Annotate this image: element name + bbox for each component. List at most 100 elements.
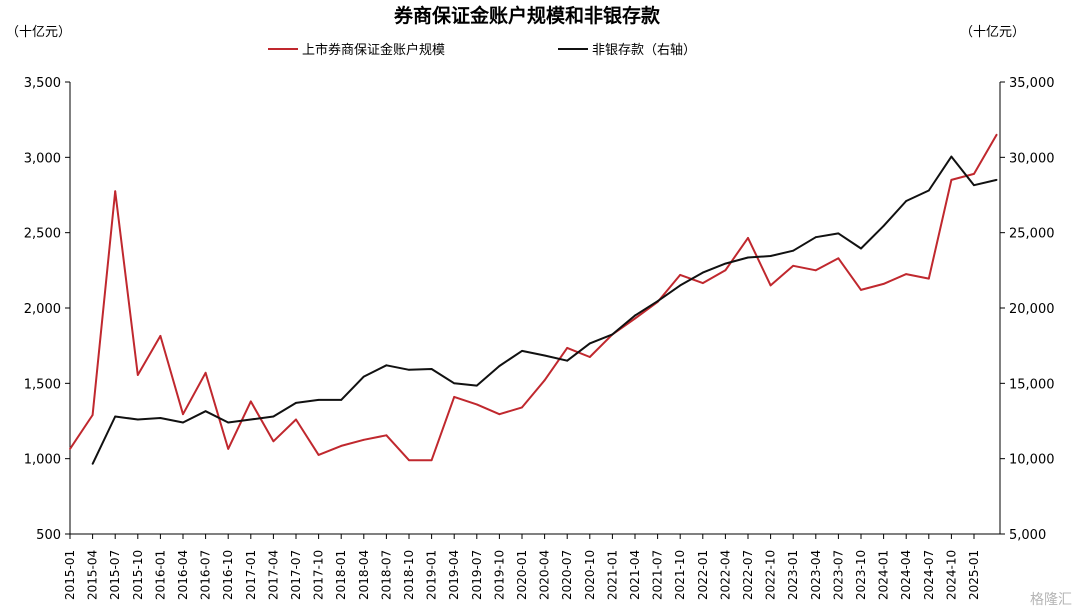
data-point-nonbank: [385, 364, 388, 367]
data-point-nonbank: [724, 262, 727, 265]
x-tick-label: 2019-04: [447, 550, 461, 600]
x-tick-label: 2017-04: [266, 550, 280, 600]
data-point-nonbank: [408, 368, 410, 371]
x-tick-label: 2020-07: [560, 550, 574, 600]
data-point-brokerage: [430, 459, 433, 462]
x-tick-label: 2015-10: [131, 550, 145, 600]
data-point-nonbank: [973, 184, 975, 187]
data-point-brokerage: [882, 283, 885, 285]
x-tick-label: 2018-04: [357, 550, 371, 600]
data-point-brokerage: [769, 284, 772, 287]
data-point-brokerage: [679, 274, 682, 276]
x-tick-label: 2022-04: [718, 550, 732, 600]
data-point-brokerage: [340, 445, 343, 447]
data-point-nonbank: [362, 375, 365, 378]
x-tick-label: 2017-01: [244, 550, 258, 600]
chart-title: 券商保证金账户规模和非银存款: [393, 4, 661, 27]
data-point-brokerage: [227, 448, 230, 450]
legend-label-nonbank: 非银存款（右轴）: [592, 43, 696, 58]
data-point-nonbank: [927, 189, 930, 192]
data-point-nonbank: [747, 256, 749, 259]
x-tick-label: 2023-10: [854, 550, 868, 600]
data-point-brokerage: [634, 317, 636, 320]
x-tick-label: 2024-01: [877, 550, 891, 600]
x-tick-label: 2020-01: [515, 550, 529, 600]
data-point-nonbank: [837, 232, 840, 235]
data-point-brokerage: [114, 190, 117, 193]
x-axis-ticks: 2015-01 2015-04 2015-07 2015-10 2016-01 2016-…: [63, 534, 981, 600]
data-point-brokerage: [408, 459, 410, 462]
data-point-nonbank: [814, 236, 817, 239]
data-point-brokerage: [588, 356, 591, 358]
right-tick-label: 5,000: [1009, 528, 1046, 543]
x-tick-label: 2020-10: [583, 550, 597, 600]
x-tick-label: 2025-01: [967, 550, 981, 600]
data-point-brokerage: [814, 269, 817, 272]
legend-label-brokerage: 上市券商保证金账户规模: [302, 42, 445, 58]
data-point-brokerage: [927, 277, 930, 280]
left-tick-label: 3,500: [24, 76, 61, 91]
data-point-brokerage: [295, 418, 297, 421]
x-tick-label: 2022-10: [764, 550, 778, 600]
data-point-nonbank: [701, 271, 704, 274]
data-point-brokerage: [566, 347, 569, 349]
data-point-nonbank: [543, 354, 546, 357]
data-point-brokerage: [136, 374, 139, 376]
x-tick-label: 2021-01: [605, 550, 619, 600]
x-tick-label: 2020-04: [538, 550, 552, 600]
data-point-brokerage: [747, 237, 749, 239]
data-point-brokerage: [69, 448, 71, 450]
x-tick-label: 2022-01: [696, 550, 710, 600]
x-tick-label: 2021-04: [628, 550, 642, 600]
data-point-nonbank: [769, 255, 772, 257]
data-point-nonbank: [227, 421, 230, 424]
x-tick-label: 2018-07: [379, 550, 393, 600]
left-axis-ticks: 500 1,000 1,500 2,000 2,500 3,000 3,500: [24, 76, 70, 543]
right-tick-label: 10,000: [1009, 453, 1055, 468]
data-point-brokerage: [724, 269, 727, 272]
data-point-brokerage: [182, 413, 184, 416]
x-tick-label: 2016-07: [199, 550, 213, 600]
data-point-nonbank: [295, 402, 297, 404]
data-point-brokerage: [498, 413, 501, 416]
data-point-brokerage: [272, 440, 275, 443]
data-point-nonbank: [114, 415, 117, 418]
series-group: [69, 133, 998, 465]
x-tick-label: 2015-04: [86, 550, 100, 600]
data-point-brokerage: [91, 414, 94, 416]
x-tick-label: 2018-01: [334, 550, 348, 600]
right-axis-ticks: 5,000 10,000 15,000 20,000 25,000 30,000 35,00…: [1000, 76, 1055, 543]
data-point-brokerage: [453, 396, 456, 398]
data-point-brokerage: [159, 335, 162, 337]
data-point-brokerage: [995, 133, 998, 136]
data-point-brokerage: [837, 257, 840, 260]
left-axis-unit: （十亿元）: [6, 25, 71, 40]
data-point-nonbank: [905, 200, 908, 202]
watermark: 格隆汇: [1030, 592, 1072, 608]
data-point-nonbank: [521, 350, 523, 352]
right-tick-label: 35,000: [1009, 76, 1055, 91]
x-tick-label: 2018-10: [402, 550, 416, 600]
data-point-nonbank: [566, 359, 569, 362]
data-point-brokerage: [317, 454, 320, 456]
x-tick-label: 2024-07: [922, 550, 936, 600]
data-point-brokerage: [792, 264, 795, 267]
left-tick-label: 1,000: [24, 453, 61, 468]
left-tick-label: 2,500: [24, 227, 61, 242]
data-point-nonbank: [995, 179, 998, 181]
x-tick-label: 2019-07: [470, 550, 484, 600]
x-tick-label: 2019-01: [425, 550, 439, 600]
data-point-nonbank: [317, 399, 320, 401]
data-point-nonbank: [679, 284, 682, 287]
data-point-brokerage: [249, 400, 252, 403]
x-tick-label: 2017-07: [289, 550, 303, 600]
left-tick-label: 1,500: [24, 377, 61, 392]
data-point-nonbank: [91, 463, 94, 465]
left-tick-label: 3,000: [24, 151, 61, 166]
data-point-nonbank: [882, 225, 885, 227]
x-tick-label: 2023-07: [831, 550, 845, 600]
left-tick-label: 500: [36, 528, 61, 543]
x-tick-label: 2023-01: [786, 550, 800, 600]
data-point-nonbank: [611, 333, 614, 336]
